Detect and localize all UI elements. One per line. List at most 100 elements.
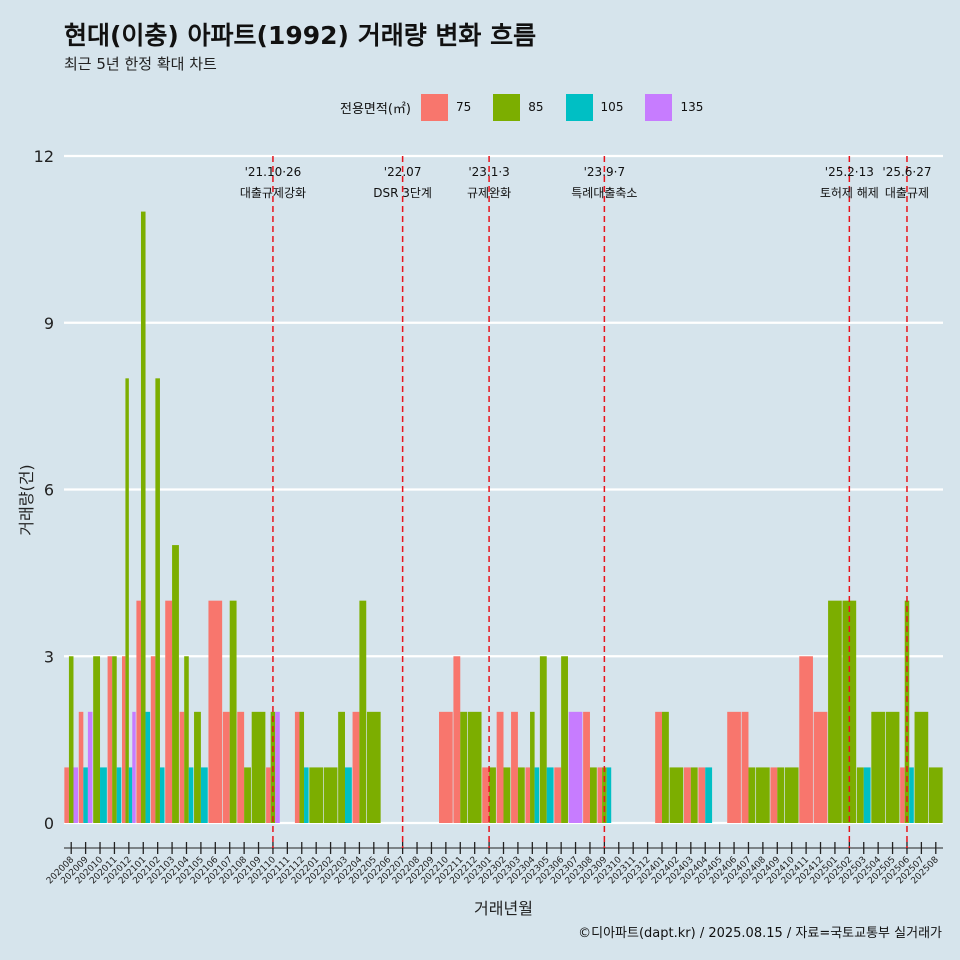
legend-label-85: 85 [528,100,544,114]
y-tick-label: 3 [44,647,54,666]
bar-85-202408 [756,767,770,823]
bar-85-202212 [467,711,482,823]
bar-85-202402 [669,767,684,823]
bar-105-202102 [159,767,165,823]
legend-swatch-135 [645,93,673,121]
bar-75-202309 [597,767,603,823]
x-axis-title: 거래년월 [474,899,533,918]
bar-85-202508 [928,767,943,823]
bar-85-202102 [155,378,160,823]
y-tick-label: 9 [44,314,54,333]
event-date-label: '25.2·13 [825,165,874,179]
legend-label-75: 75 [455,100,472,114]
bar-85-202407 [748,767,756,823]
bar-105-202104 [188,767,194,823]
bar-75-202106 [208,600,223,823]
bar-75-202401 [655,711,663,823]
legend-swatch-105 [565,93,593,121]
chart-title: 현대(이충) 아파트(1992) 거래량 변화 흐름 [64,21,537,50]
bar-85-202306 [561,656,568,823]
bar-85-202305 [539,656,547,823]
bar-85-202008 [68,656,74,823]
bar-85-202203 [338,711,345,823]
bar-75-202409 [770,767,778,823]
bar-75-202404 [698,767,706,823]
bar-105-202203 [344,767,352,823]
event-label: 대출규제강화 [240,186,306,200]
event-label: 토허제 해제 [820,186,879,200]
y-tick-label: 0 [44,814,54,833]
bar-135-202008 [73,767,79,823]
legend-swatch-75 [420,93,448,121]
bar-75-202303 [511,711,518,823]
y-tick-label: 6 [44,481,54,500]
legend-title: 전용면적(㎡) [340,101,411,117]
legend-item-75: 75 [420,93,489,121]
event-label: 규제완화 [467,186,511,200]
bar-105-202011 [116,767,122,823]
bar-75-202204 [352,711,360,823]
bar-85-202505 [885,711,900,823]
legend-swatch-85 [493,93,521,121]
bar-135-202110 [275,711,280,823]
bar-105-202506 [909,767,914,823]
bar-85-202309 [602,767,607,823]
bar-85-202103 [172,545,179,823]
bar-85-202101 [140,211,146,824]
bar-75-202306 [554,767,562,823]
bar-105-202101 [145,711,151,823]
event-date-label: '22.07 [384,165,422,179]
bar-85-202011 [112,656,117,823]
bar-75-202108 [237,711,245,823]
bar-85-202504 [871,711,886,823]
bar-75-202210 [439,711,453,823]
bar-75-202304 [525,767,531,823]
event-date-label: '25.6·27 [882,165,931,179]
bar-85-202503 [856,767,864,823]
bar-135-202307 [568,711,583,823]
bar-85-202308 [589,767,597,823]
event-date-label: '23.1·3 [468,165,509,179]
bar-105-202309 [606,767,612,823]
legend: 전용면적(㎡) 75 85 105 135 [340,93,725,121]
bar-85-202112 [299,711,305,823]
bar-105-202010 [100,767,107,823]
bar-85-202304 [530,711,535,823]
bar-75-202407 [741,711,749,823]
bar-75-202008 [64,767,69,823]
bar-85-202201 [309,767,324,823]
bar-105-202112 [304,767,309,823]
bar-85-202108 [244,767,251,823]
bar-105-202503 [863,767,871,823]
bar-85-202302 [503,767,511,823]
bar-75-202308 [583,711,590,823]
bar-105-202105 [200,767,208,823]
event-label: 대출규제 [885,186,929,200]
legend-item-85: 85 [493,93,561,121]
bar-105-202404 [705,767,713,823]
bar-75-202506 [900,767,905,823]
bar-75-202406 [727,711,741,823]
bar-85-202010 [93,656,101,823]
bar-85-202401 [662,711,669,823]
bar-85-202109 [251,711,266,823]
bar-75-202102 [150,656,156,823]
bar-135-202012 [132,711,136,823]
bar-85-202409 [777,767,785,823]
bar-75-202011 [107,656,113,823]
bar-85-202012 [125,378,129,823]
bar-75-202012 [121,656,126,823]
y-axis-title: 거래량(건) [17,464,36,535]
bar-75-202301 [482,767,490,823]
bar-75-202211 [453,656,461,823]
bar-85-202303 [517,767,525,823]
legend-item-135: 135 [645,93,721,121]
legend-label-135: 135 [680,100,704,114]
bar-105-202012 [128,767,133,823]
bar-75-202107 [222,711,230,823]
event-label: 특례대출축소 [571,186,637,200]
legend-label-105: 105 [600,100,624,114]
y-tick-label: 12 [34,147,54,166]
